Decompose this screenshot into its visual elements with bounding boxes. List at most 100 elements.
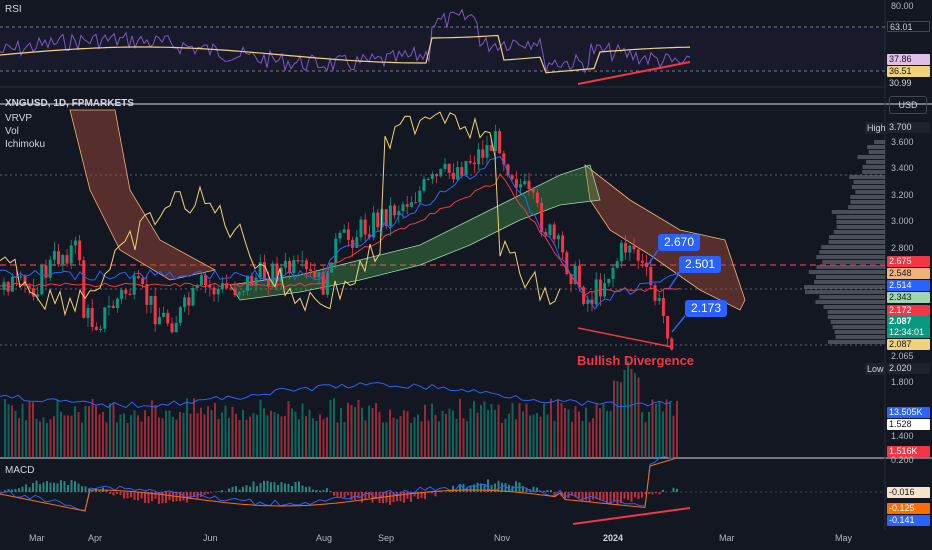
candle-body (237, 292, 241, 296)
last-price-tag: 2.087 (887, 316, 930, 327)
volume-value-tag: 1.516K (887, 446, 930, 457)
indicator-vrvp[interactable]: VRVP (5, 113, 33, 124)
volume-bar (46, 422, 48, 458)
callout-2501[interactable]: 2.501 (679, 256, 722, 273)
volume-bar (294, 411, 297, 458)
macd-histogram-bar (644, 492, 647, 495)
volume-profile-bar (849, 175, 885, 179)
volume-bar (161, 418, 164, 458)
candle-body (317, 272, 321, 278)
volume-profile-bar (823, 305, 885, 309)
macd-histogram-bar (84, 486, 87, 492)
rsi-moving-average (0, 34, 691, 74)
candle-body (498, 131, 502, 154)
bullish-divergence-label[interactable]: Bullish Divergence (577, 353, 695, 368)
candle-body (514, 179, 518, 188)
volume-bar (259, 399, 262, 458)
price-tick: 2.800 (891, 243, 914, 253)
candle-body (611, 267, 615, 279)
callout-2173[interactable]: 2.173 (685, 300, 728, 317)
volume-bar (207, 406, 209, 458)
volume-bar (382, 422, 384, 458)
volume-bar (532, 414, 535, 458)
candle-body (573, 265, 577, 284)
volume-bar (476, 412, 479, 458)
macd-histogram-bar (154, 492, 157, 499)
macd-histogram-bar (231, 486, 234, 492)
volume-bar (602, 403, 605, 458)
volume-bar (235, 413, 237, 458)
macd-histogram-bar (522, 486, 524, 492)
volume-bar (95, 405, 97, 458)
candle-body (548, 224, 552, 236)
volume-bar (525, 403, 528, 458)
macd-histogram-bar (494, 483, 496, 492)
volume-bar (480, 404, 482, 458)
volume-bar (172, 416, 174, 458)
volume-bar (375, 403, 377, 458)
candle-body (645, 262, 649, 267)
volume-bar (497, 404, 500, 458)
candle-body (384, 209, 388, 227)
callout-2670[interactable]: 2.670 (658, 234, 701, 251)
volume-bar (14, 410, 17, 458)
candle-body (640, 260, 644, 263)
volume-bar (424, 404, 426, 458)
price-tag-span: 2.548 (887, 268, 930, 279)
candle-body (598, 279, 602, 297)
candle-body (363, 219, 367, 235)
macd-scale-top: 0.200 (891, 455, 914, 465)
candle-body (195, 285, 199, 289)
price-tick: 2.065 (891, 351, 914, 361)
volume-bar (406, 411, 409, 458)
candle-body (670, 338, 674, 350)
candle-body (443, 163, 447, 169)
volume-bar (658, 400, 661, 458)
currency-button[interactable]: USD (889, 96, 927, 114)
candle-body (31, 288, 35, 297)
macd-histogram-bar (116, 492, 118, 494)
macd-histogram-bar (326, 488, 328, 492)
volume-bar (504, 418, 507, 458)
candle-body (300, 260, 304, 262)
macd-histogram-bar (417, 492, 419, 499)
symbol-title[interactable]: XNGUSD, 1D, FPMARKETS (5, 98, 134, 109)
volume-bar (620, 382, 622, 458)
candle-body (380, 209, 384, 228)
indicator-ichimoku[interactable]: Ichimoku (5, 139, 46, 150)
ichimoku-kijun-line (0, 173, 681, 296)
macd-histogram-bar (119, 492, 122, 495)
volume-profile-bar (828, 235, 885, 239)
candle-body (115, 298, 119, 309)
volume-profile-bar (828, 240, 885, 244)
macd-signal-tag: -0.125 (887, 503, 930, 514)
macd-histogram-bar (406, 492, 409, 499)
volume-profile-bar (804, 290, 885, 294)
macd-histogram-bar (448, 490, 451, 492)
volume-bar (403, 410, 405, 458)
volume-bar (557, 399, 559, 458)
ichimoku-cloud-bull (229, 164, 601, 301)
volume-bar (616, 381, 619, 458)
indicator-vol[interactable]: Vol (5, 126, 19, 137)
candle-body (409, 202, 413, 207)
macd-histogram-bar (630, 492, 633, 502)
candle-body (472, 162, 476, 165)
volume-bar (224, 405, 227, 458)
volume-bar (228, 417, 230, 458)
volume-profile-bar (848, 205, 885, 209)
volume-bar (305, 416, 307, 458)
volume-bar (210, 409, 213, 458)
macd-histogram-bar (294, 481, 297, 492)
price-tag-close: 2.087 (887, 339, 930, 350)
low-value-tag: 2.020 (887, 363, 930, 374)
low-label: Low (865, 363, 886, 375)
candle-body (191, 288, 195, 306)
volume-profile-bar (827, 310, 885, 314)
volume-profile-bar (804, 285, 885, 289)
volume-profile-bar (862, 170, 885, 174)
volume-bar (634, 373, 636, 458)
candle-body (666, 315, 670, 339)
volume-bar (609, 410, 612, 458)
